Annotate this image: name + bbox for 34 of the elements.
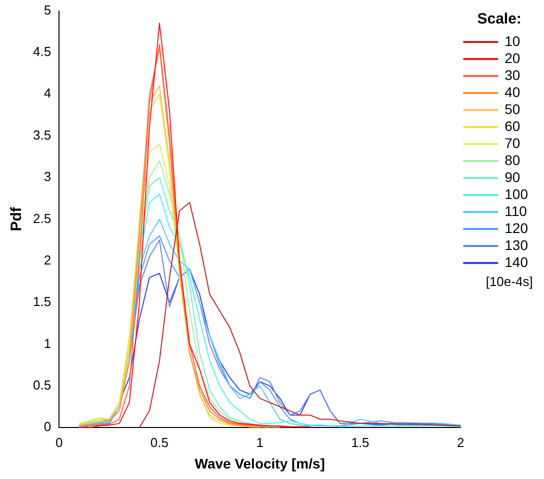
x-axis-title: Wave Velocity [m/s] <box>194 455 325 472</box>
legend-label: 90 <box>504 168 520 185</box>
y-tick-label: 1 <box>44 336 52 351</box>
legend-label: 100 <box>504 186 528 202</box>
x-tick-label: 1.5 <box>351 434 370 450</box>
y-tick-label: 2 <box>44 252 52 268</box>
x-tick-label: 0.5 <box>150 434 169 450</box>
y-tick-label: 0.5 <box>32 378 52 392</box>
legend-label: 140 <box>504 254 528 270</box>
x-tick-label: 1 <box>256 434 264 450</box>
y-tick-label: 5 <box>44 2 52 18</box>
y-tick-label: 0 <box>44 419 52 434</box>
legend-label: 60 <box>504 118 520 134</box>
legend-label: 120 <box>504 220 528 236</box>
x-tick-label: 0 <box>55 434 63 450</box>
legend-label: 80 <box>504 152 520 168</box>
legend-label: 10 <box>504 32 520 49</box>
text: [10e-4s] <box>486 274 533 290</box>
y-tick-label: 4.5 <box>32 44 52 60</box>
y-tick-label: 3 <box>44 169 52 184</box>
y-tick-label: 3.5 <box>32 127 52 142</box>
y-tick-label: 2.5 <box>32 210 52 226</box>
y-axis-title: Pdf <box>8 206 26 232</box>
legend-label: 70 <box>504 134 520 151</box>
y-tick-label: 1.5 <box>32 294 52 310</box>
legend-title: Scale: <box>477 10 522 28</box>
legend-label: 20 <box>504 50 520 66</box>
legend-label: 30 <box>504 66 520 83</box>
legend-label: 130 <box>504 236 528 253</box>
x-tick-label: 2 <box>457 434 464 450</box>
y-tick-label: 4 <box>44 86 52 101</box>
legend-label: 110 <box>504 202 528 219</box>
legend-label: 40 <box>504 84 520 100</box>
legend-label: 50 <box>504 100 520 117</box>
